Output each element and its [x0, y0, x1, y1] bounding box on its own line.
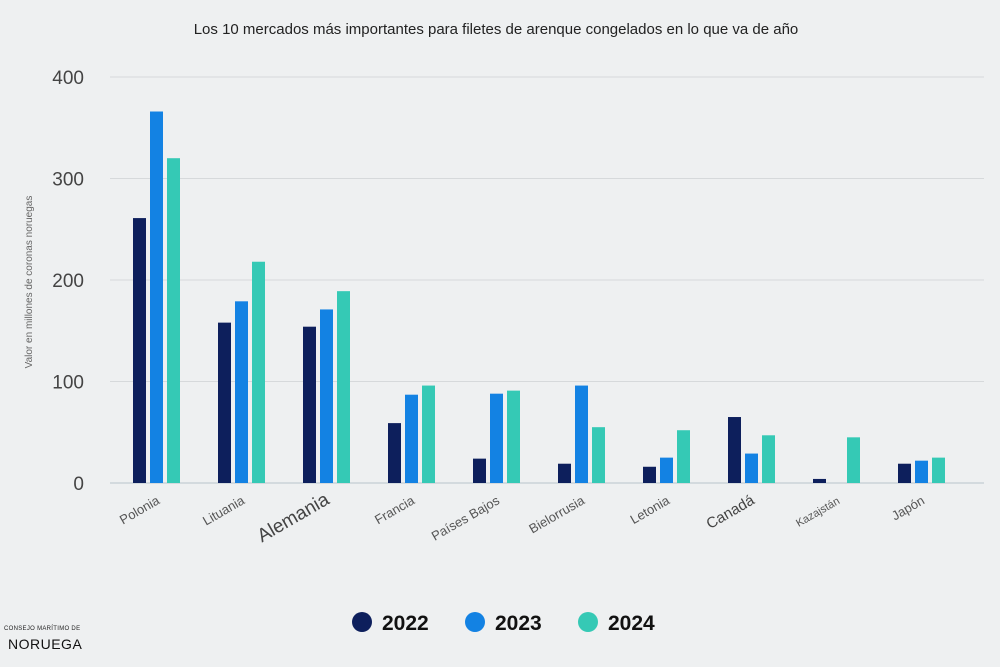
- x-tick-label: Japón: [889, 493, 927, 524]
- bar-2022: [643, 466, 656, 483]
- logo-line-1: CONSEJO MARÍTIMO DE: [4, 625, 80, 632]
- bars: [133, 111, 945, 483]
- x-tick-label: Polonia: [117, 492, 163, 527]
- legend: 2022 2023 2024: [352, 612, 655, 635]
- y-tick-label: 200: [52, 271, 84, 292]
- bar-2023: [235, 301, 248, 483]
- bar-2024: [847, 437, 860, 483]
- bar-2024: [422, 385, 435, 483]
- bar-2023: [320, 309, 333, 483]
- x-tick-label: Letonia: [628, 492, 673, 527]
- x-tick-label: Países Bajos: [429, 492, 503, 543]
- bar-2022: [218, 322, 231, 483]
- bar-2024: [507, 390, 520, 483]
- x-tick-label: Kazajstán: [794, 495, 842, 530]
- chart-title: Los 10 mercados más importantes para fil…: [194, 21, 799, 38]
- logo-line-2: NORUEGA: [8, 636, 82, 652]
- bar-2023: [150, 111, 163, 483]
- y-axis-label: Valor en millones de coronas noruegas: [24, 196, 35, 369]
- x-tick-label: Francia: [372, 492, 418, 527]
- bar-2022: [303, 326, 316, 483]
- bar-2022: [133, 218, 146, 483]
- bar-2024: [252, 261, 265, 483]
- bar-2023: [490, 393, 503, 483]
- x-tick-label: Bielorrusia: [526, 492, 587, 536]
- bar-2024: [762, 435, 775, 483]
- bar-2024: [932, 457, 945, 483]
- y-tick-label: 100: [52, 373, 84, 394]
- x-tick-label: Canadá: [703, 491, 758, 532]
- bar-2024: [337, 291, 350, 483]
- bar-2022: [898, 463, 911, 483]
- legend-label: 2023: [495, 612, 542, 635]
- y-tick-label: 0: [73, 474, 84, 495]
- bar-2022: [473, 458, 486, 483]
- bar-2023: [915, 460, 928, 483]
- logo: CONSEJO MARÍTIMO DE NORUEGA: [4, 625, 82, 652]
- bar-2023: [405, 394, 418, 483]
- x-tick-label: Alemania: [254, 489, 333, 547]
- x-axis-ticks: Polonia Lituania Alemania Francia Países Baj…: [117, 489, 927, 547]
- x-tick-label: Lituania: [200, 492, 248, 528]
- legend-label: 2022: [382, 612, 429, 635]
- bar-2022: [813, 478, 826, 483]
- y-tick-label: 400: [52, 68, 84, 89]
- bar-2023: [660, 457, 673, 483]
- bar-2023: [745, 453, 758, 483]
- bar-2022: [728, 417, 741, 483]
- y-tick-label: 300: [52, 170, 84, 191]
- bar-2022: [388, 423, 401, 483]
- bar-2022: [558, 463, 571, 483]
- legend-swatch-2024: [578, 612, 598, 632]
- legend-swatch-2023: [465, 612, 485, 632]
- bar-2024: [677, 430, 690, 483]
- bar-2023: [575, 385, 588, 483]
- legend-label: 2024: [608, 612, 655, 635]
- legend-swatch-2022: [352, 612, 372, 632]
- bar-2024: [592, 427, 605, 483]
- bar-2024: [167, 158, 180, 483]
- y-axis-ticks: 0 100 200 300 400: [52, 68, 84, 495]
